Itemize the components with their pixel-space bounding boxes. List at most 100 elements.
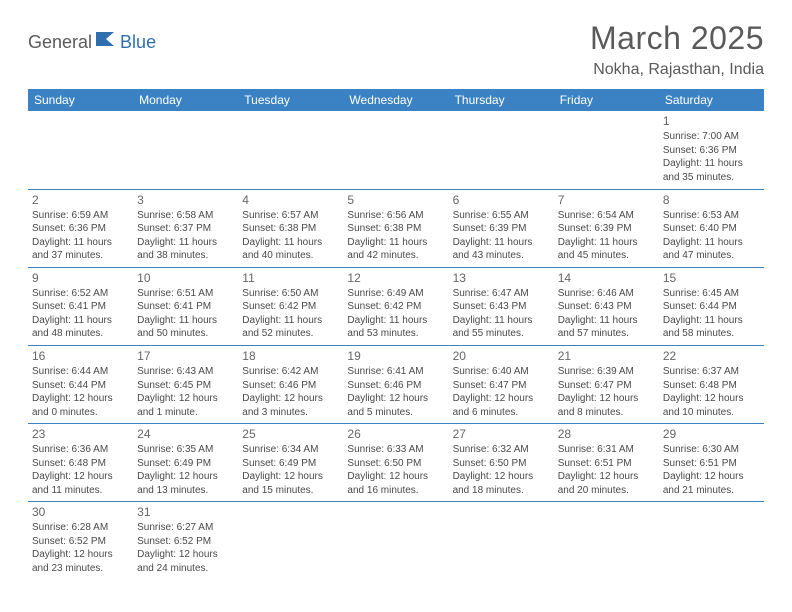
calendar-cell: 20Sunrise: 6:40 AMSunset: 6:47 PMDayligh… [449, 345, 554, 423]
sunset-text: Sunset: 6:42 PM [347, 300, 444, 314]
sunrise-text: Sunrise: 6:28 AM [32, 521, 129, 535]
sunrise-text: Sunrise: 6:57 AM [242, 209, 339, 223]
day-number: 10 [137, 270, 234, 286]
sunset-text: Sunset: 6:39 PM [558, 222, 655, 236]
calendar-cell [28, 111, 133, 189]
calendar-cell: 8Sunrise: 6:53 AMSunset: 6:40 PMDaylight… [659, 189, 764, 267]
daylight-text: and 48 minutes. [32, 327, 129, 341]
sunset-text: Sunset: 6:36 PM [663, 144, 760, 158]
day-header: Sunday [28, 89, 133, 111]
daylight-text: Daylight: 11 hours [663, 236, 760, 250]
calendar-cell: 3Sunrise: 6:58 AMSunset: 6:37 PMDaylight… [133, 189, 238, 267]
daylight-text: Daylight: 12 hours [32, 470, 129, 484]
day-number: 2 [32, 192, 129, 208]
daylight-text: and 47 minutes. [663, 249, 760, 263]
sunrise-text: Sunrise: 6:34 AM [242, 443, 339, 457]
calendar-cell: 9Sunrise: 6:52 AMSunset: 6:41 PMDaylight… [28, 267, 133, 345]
sunset-text: Sunset: 6:43 PM [453, 300, 550, 314]
calendar-cell: 15Sunrise: 6:45 AMSunset: 6:44 PMDayligh… [659, 267, 764, 345]
day-number: 1 [663, 113, 760, 129]
daylight-text: and 18 minutes. [453, 484, 550, 498]
sunset-text: Sunset: 6:36 PM [32, 222, 129, 236]
sunrise-text: Sunrise: 6:51 AM [137, 287, 234, 301]
day-number: 22 [663, 348, 760, 364]
sunset-text: Sunset: 6:39 PM [453, 222, 550, 236]
sunset-text: Sunset: 6:43 PM [558, 300, 655, 314]
day-number: 18 [242, 348, 339, 364]
day-number: 17 [137, 348, 234, 364]
sunset-text: Sunset: 6:46 PM [242, 379, 339, 393]
sunrise-text: Sunrise: 7:00 AM [663, 130, 760, 144]
sunset-text: Sunset: 6:50 PM [453, 457, 550, 471]
calendar-cell: 28Sunrise: 6:31 AMSunset: 6:51 PMDayligh… [554, 424, 659, 502]
daylight-text: Daylight: 11 hours [663, 314, 760, 328]
calendar-cell: 29Sunrise: 6:30 AMSunset: 6:51 PMDayligh… [659, 424, 764, 502]
daylight-text: Daylight: 12 hours [32, 392, 129, 406]
day-header: Friday [554, 89, 659, 111]
calendar-week-row: 23Sunrise: 6:36 AMSunset: 6:48 PMDayligh… [28, 424, 764, 502]
calendar-cell: 31Sunrise: 6:27 AMSunset: 6:52 PMDayligh… [133, 502, 238, 580]
sunset-text: Sunset: 6:48 PM [663, 379, 760, 393]
sunset-text: Sunset: 6:49 PM [242, 457, 339, 471]
sunset-text: Sunset: 6:50 PM [347, 457, 444, 471]
month-title: March 2025 [590, 20, 764, 57]
day-number: 19 [347, 348, 444, 364]
daylight-text: and 38 minutes. [137, 249, 234, 263]
calendar-cell: 22Sunrise: 6:37 AMSunset: 6:48 PMDayligh… [659, 345, 764, 423]
calendar-cell: 2Sunrise: 6:59 AMSunset: 6:36 PMDaylight… [28, 189, 133, 267]
sunrise-text: Sunrise: 6:43 AM [137, 365, 234, 379]
daylight-text: Daylight: 11 hours [32, 236, 129, 250]
day-number: 8 [663, 192, 760, 208]
sunset-text: Sunset: 6:49 PM [137, 457, 234, 471]
sunset-text: Sunset: 6:37 PM [137, 222, 234, 236]
daylight-text: and 6 minutes. [453, 406, 550, 420]
day-number: 3 [137, 192, 234, 208]
day-number: 4 [242, 192, 339, 208]
daylight-text: Daylight: 11 hours [242, 314, 339, 328]
sunset-text: Sunset: 6:52 PM [32, 535, 129, 549]
calendar-cell [449, 502, 554, 580]
day-number: 30 [32, 504, 129, 520]
day-number: 21 [558, 348, 655, 364]
daylight-text: Daylight: 11 hours [32, 314, 129, 328]
daylight-text: Daylight: 12 hours [347, 392, 444, 406]
sunset-text: Sunset: 6:48 PM [32, 457, 129, 471]
day-number: 7 [558, 192, 655, 208]
sunrise-text: Sunrise: 6:46 AM [558, 287, 655, 301]
calendar-week-row: 1Sunrise: 7:00 AMSunset: 6:36 PMDaylight… [28, 111, 764, 189]
day-number: 25 [242, 426, 339, 442]
sunrise-text: Sunrise: 6:49 AM [347, 287, 444, 301]
sunrise-text: Sunrise: 6:39 AM [558, 365, 655, 379]
sunset-text: Sunset: 6:45 PM [137, 379, 234, 393]
day-number: 11 [242, 270, 339, 286]
daylight-text: and 3 minutes. [242, 406, 339, 420]
logo: General Blue [28, 20, 156, 53]
daylight-text: and 8 minutes. [558, 406, 655, 420]
day-number: 14 [558, 270, 655, 286]
daylight-text: Daylight: 11 hours [558, 314, 655, 328]
sunset-text: Sunset: 6:41 PM [32, 300, 129, 314]
day-number: 23 [32, 426, 129, 442]
day-header: Tuesday [238, 89, 343, 111]
daylight-text: and 1 minute. [137, 406, 234, 420]
logo-text-general: General [28, 32, 92, 53]
logo-text-blue: Blue [120, 32, 156, 53]
calendar-cell: 10Sunrise: 6:51 AMSunset: 6:41 PMDayligh… [133, 267, 238, 345]
daylight-text: Daylight: 11 hours [347, 236, 444, 250]
daylight-text: and 11 minutes. [32, 484, 129, 498]
daylight-text: and 16 minutes. [347, 484, 444, 498]
daylight-text: and 13 minutes. [137, 484, 234, 498]
calendar-cell: 16Sunrise: 6:44 AMSunset: 6:44 PMDayligh… [28, 345, 133, 423]
calendar-cell: 25Sunrise: 6:34 AMSunset: 6:49 PMDayligh… [238, 424, 343, 502]
sunset-text: Sunset: 6:38 PM [347, 222, 444, 236]
day-header: Wednesday [343, 89, 448, 111]
daylight-text: and 45 minutes. [558, 249, 655, 263]
calendar-cell: 30Sunrise: 6:28 AMSunset: 6:52 PMDayligh… [28, 502, 133, 580]
daylight-text: Daylight: 12 hours [663, 470, 760, 484]
sunrise-text: Sunrise: 6:36 AM [32, 443, 129, 457]
daylight-text: and 50 minutes. [137, 327, 234, 341]
daylight-text: and 57 minutes. [558, 327, 655, 341]
daylight-text: Daylight: 12 hours [453, 392, 550, 406]
sunset-text: Sunset: 6:38 PM [242, 222, 339, 236]
calendar-cell: 7Sunrise: 6:54 AMSunset: 6:39 PMDaylight… [554, 189, 659, 267]
